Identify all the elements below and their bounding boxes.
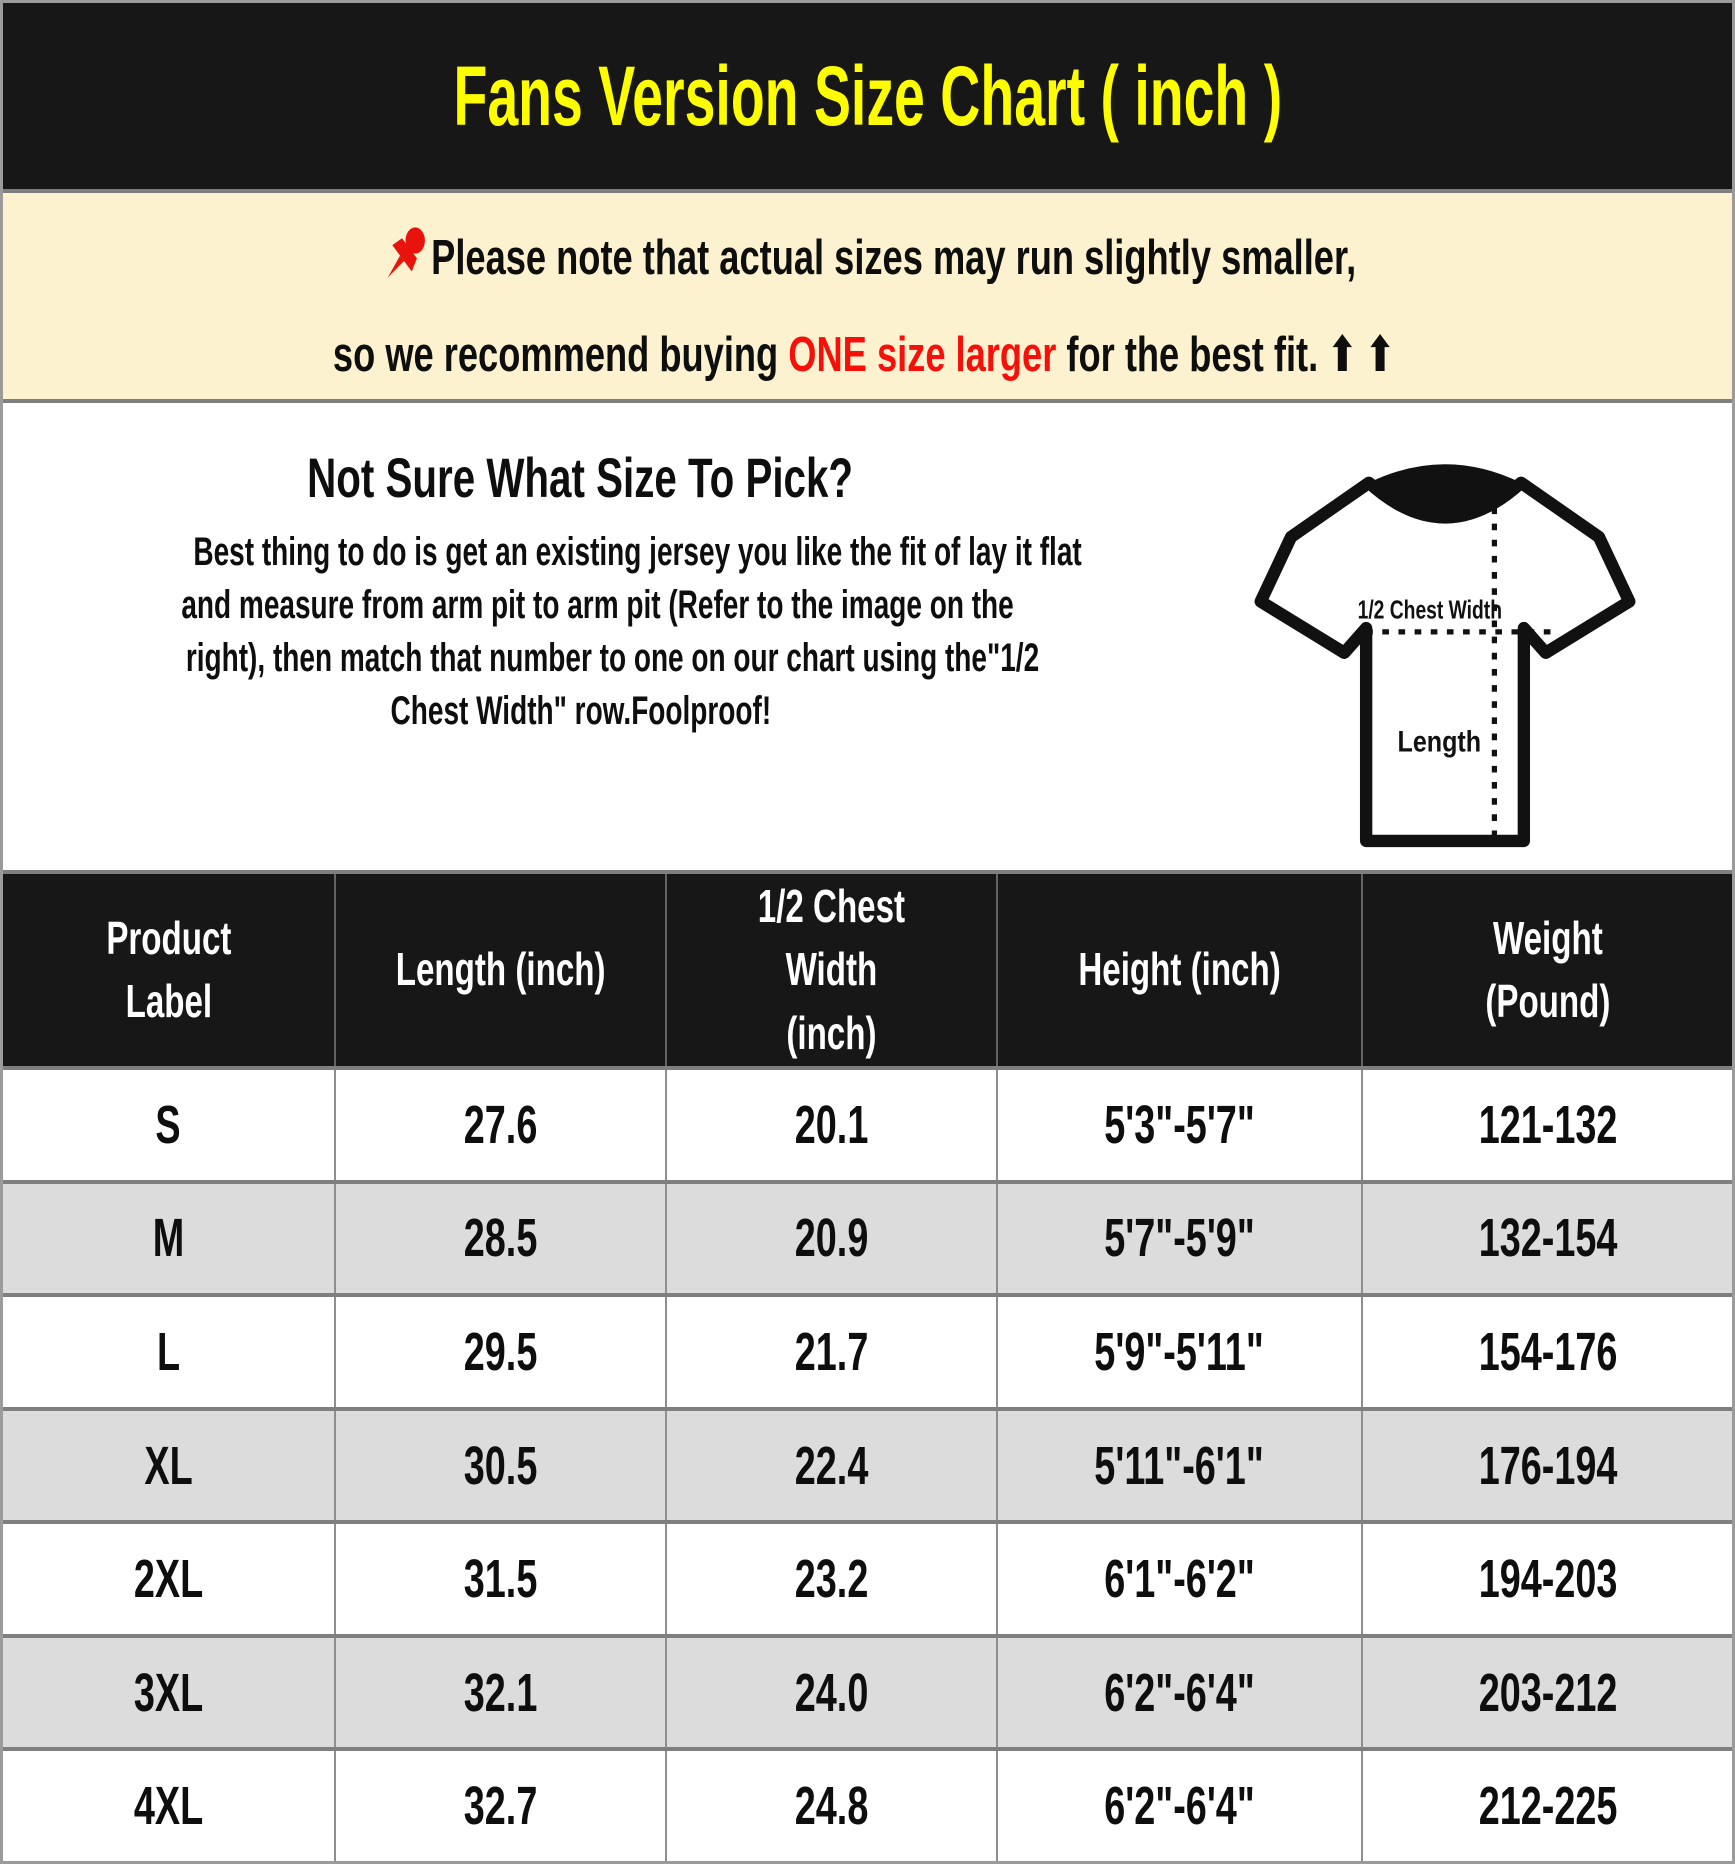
note-banner: Please note that actual sizes may run sl… — [3, 189, 1732, 403]
header-cell-chest-width: 1/2 Chest Width (inch) — [664, 874, 996, 1066]
table-row-2XL: 2XL 31.5 23.2 6'1"-6'2" 194-203 — [3, 1520, 1732, 1634]
sizing-help-line: and measure from arm pit to arm pit (Ref… — [181, 583, 1014, 627]
header-cell-length: Length (inch) — [333, 874, 665, 1066]
table-row-3XL: 3XL 32.1 24.0 6'2"-6'4" 203-212 — [3, 1633, 1732, 1748]
pushpin-icon — [388, 227, 426, 278]
up-arrows-icon: ⬆⬆ — [1326, 326, 1403, 383]
cell-L-length: 29.5 — [333, 1297, 665, 1407]
collar-shape — [1369, 464, 1521, 518]
header-cell-weight: Weight (Pound) — [1361, 874, 1732, 1066]
size-table: Product Label Length (inch) 1/2 Chest Width… — [3, 870, 1732, 1862]
cell-L-label: L — [156, 1321, 180, 1382]
header-cell-height: Height (inch) — [995, 874, 1362, 1066]
cell-M-chest: 20.9 — [664, 1183, 996, 1294]
cell-M-weight: 132-154 — [1361, 1183, 1732, 1294]
cell-M-length: 28.5 — [333, 1183, 665, 1294]
cell-S-label: S — [155, 1094, 182, 1155]
cell-XL-chest: 22.4 — [664, 1410, 996, 1521]
note-text-line1: Please note that actual sizes may run sl… — [431, 231, 1357, 285]
table-row-XL: XL 30.5 22.4 5'11"-6'1" 176-194 — [3, 1406, 1732, 1521]
cell-3XL-label: 3XL — [133, 1662, 204, 1723]
cell-3XL-weight: 203-212 — [1361, 1637, 1732, 1748]
cell-3XL-length: 32.1 — [333, 1637, 665, 1748]
title-bar: Fans Version Size Chart ( inch ) — [3, 3, 1732, 189]
cell-4XL-chest: 24.8 — [664, 1751, 996, 1862]
cell-L-chest: 21.7 — [664, 1297, 996, 1407]
length-label: Length — [1398, 726, 1482, 759]
table-body: S 27.6 20.1 5'3"-5'7" 121-132 M 28.5 20.9 5'7"-5… — [3, 1066, 1732, 1862]
chest-width-label: 1/2 Chest Width — [1358, 597, 1502, 625]
sizing-help-line: Chest Width" row.Foolproof! — [390, 689, 771, 733]
sizing-help-heading: Not Sure What Size To Pick? — [307, 446, 854, 509]
cell-2XL-length: 31.5 — [333, 1524, 665, 1634]
cell-XL-length: 30.5 — [333, 1410, 665, 1521]
cell-L-weight: 154-176 — [1361, 1297, 1732, 1407]
table-header-row: Product Label Length (inch) 1/2 Chest Width… — [3, 874, 1732, 1066]
note-text-line2-suffix: for the best fit. — [1056, 328, 1318, 382]
cell-4XL-height: 6'2"-6'4" — [995, 1751, 1362, 1862]
cell-S-height: 5'3"-5'7" — [995, 1070, 1362, 1180]
sizing-help-section: Not Sure What Size To Pick? Best thing t… — [3, 403, 1732, 870]
cell-S-length: 27.6 — [333, 1070, 665, 1180]
note-line-1: Please note that actual sizes may run sl… — [3, 212, 1732, 300]
cell-4XL-label: 4XL — [133, 1776, 204, 1837]
sizing-help-line: Best thing to do is get an existing jers… — [193, 530, 1082, 574]
cell-2XL-chest: 23.2 — [664, 1524, 996, 1634]
cell-3XL-chest: 24.0 — [664, 1637, 996, 1748]
cell-4XL-length: 32.7 — [333, 1751, 665, 1862]
table-row-S: S 27.6 20.1 5'3"-5'7" 121-132 — [3, 1066, 1732, 1180]
table-row-M: M 28.5 20.9 5'7"-5'9" 132-154 — [3, 1179, 1732, 1294]
cell-L-height: 5'9"-5'11" — [995, 1297, 1362, 1407]
cell-S-weight: 121-132 — [1361, 1070, 1732, 1180]
cell-XL-weight: 176-194 — [1361, 1410, 1732, 1521]
cell-2XL-label: 2XL — [133, 1549, 204, 1610]
cell-2XL-weight: 194-203 — [1361, 1524, 1732, 1634]
cell-M-label: M — [152, 1208, 185, 1269]
cell-XL-height: 5'11"-6'1" — [995, 1410, 1362, 1521]
tshirt-icon: 1/2 Chest Width Length — [1254, 464, 1636, 848]
sizing-help-text: Not Sure What Size To Pick? Best thing t… — [3, 403, 1158, 870]
table-row-4XL: 4XL 32.7 24.8 6'2"-6'4" 212-225 — [3, 1747, 1732, 1862]
page-title: Fans Version Size Chart ( inch ) — [453, 48, 1282, 143]
note-highlight: ONE size larger — [787, 328, 1057, 382]
tshirt-diagram: 1/2 Chest Width Length — [1158, 403, 1732, 870]
table-row-L: L 29.5 21.7 5'9"-5'11" 154-176 — [3, 1293, 1732, 1407]
cell-4XL-weight: 212-225 — [1361, 1751, 1732, 1862]
cell-M-height: 5'7"-5'9" — [995, 1183, 1362, 1294]
cell-2XL-height: 6'1"-6'2" — [995, 1524, 1362, 1634]
cell-3XL-height: 6'2"-6'4" — [995, 1637, 1362, 1748]
cell-S-chest: 20.1 — [664, 1070, 996, 1180]
cell-XL-label: XL — [144, 1435, 193, 1496]
header-cell-product-label: Product Label — [105, 911, 231, 1027]
sizing-help-line: right), then match that number to one on… — [185, 636, 1040, 680]
note-text-line2-prefix: so we recommend buying — [332, 328, 788, 382]
note-line-2: so we recommend buying ONE size larger f… — [3, 330, 1732, 380]
